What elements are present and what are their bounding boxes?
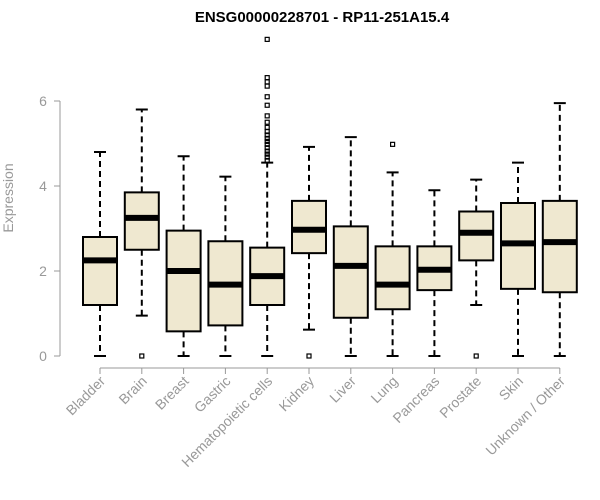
box-3 bbox=[207, 175, 244, 357]
outlier-point bbox=[264, 157, 270, 164]
outlier-point bbox=[264, 132, 270, 138]
box-1 bbox=[123, 108, 160, 359]
outlier-point bbox=[264, 141, 270, 147]
outlier-point bbox=[139, 353, 145, 359]
iqr-box bbox=[165, 229, 202, 333]
outlier-point bbox=[264, 119, 270, 125]
iqr-box bbox=[541, 199, 578, 294]
box-0 bbox=[82, 151, 118, 357]
x-tick-label: Skin bbox=[496, 373, 527, 404]
iqr-box bbox=[123, 191, 160, 251]
y-tick-label: 4 bbox=[39, 178, 47, 194]
x-tick-label: Prostate bbox=[436, 373, 484, 421]
outlier-point bbox=[264, 36, 270, 42]
x-tick-label: Breast bbox=[152, 373, 192, 413]
y-axis-label: Expression bbox=[0, 163, 16, 232]
box-6 bbox=[332, 136, 369, 357]
outlier-point bbox=[264, 154, 270, 160]
box-10 bbox=[500, 161, 536, 357]
iqr-box bbox=[374, 245, 411, 311]
box-2 bbox=[165, 155, 202, 357]
chart-title: ENSG00000228701 - RP11-251A15.4 bbox=[195, 9, 450, 26]
y-axis: 0 2 4 6 bbox=[39, 93, 61, 364]
iqr-box bbox=[332, 225, 369, 319]
outlier-point bbox=[264, 124, 270, 130]
x-tick-label: Kidney bbox=[276, 373, 318, 415]
outlier-point bbox=[264, 138, 270, 144]
outlier-point bbox=[264, 145, 270, 151]
x-tick-label: Unknown / Other bbox=[482, 373, 568, 459]
outlier-point bbox=[264, 135, 270, 141]
outlier-point bbox=[264, 148, 270, 154]
box-8 bbox=[416, 189, 453, 357]
y-tick-label: 6 bbox=[39, 93, 47, 109]
outlier-point bbox=[264, 151, 270, 157]
outlier-point bbox=[264, 94, 270, 100]
x-tick-label: Brain bbox=[115, 373, 149, 407]
outlier-point bbox=[264, 79, 270, 85]
x-tick-label: Liver bbox=[326, 373, 359, 406]
outlier-point bbox=[306, 353, 312, 359]
y-tick-label: 0 bbox=[39, 348, 47, 364]
y-tick-label: 2 bbox=[39, 263, 47, 279]
outlier-point bbox=[264, 102, 270, 108]
box-9 bbox=[458, 178, 495, 359]
box-7 bbox=[374, 141, 411, 357]
box-4 bbox=[249, 36, 286, 357]
outlier-point bbox=[264, 113, 270, 119]
boxes-group bbox=[82, 36, 578, 359]
outlier-point bbox=[390, 141, 396, 147]
iqr-box bbox=[458, 210, 495, 262]
outlier-point bbox=[264, 75, 270, 81]
outlier-point bbox=[264, 83, 270, 89]
x-tick-label: Bladder bbox=[63, 373, 109, 419]
iqr-box bbox=[82, 236, 118, 306]
box-5 bbox=[291, 145, 327, 359]
x-tick-label: Lung bbox=[367, 373, 400, 406]
outlier-point bbox=[473, 353, 479, 359]
box-11 bbox=[541, 102, 578, 357]
